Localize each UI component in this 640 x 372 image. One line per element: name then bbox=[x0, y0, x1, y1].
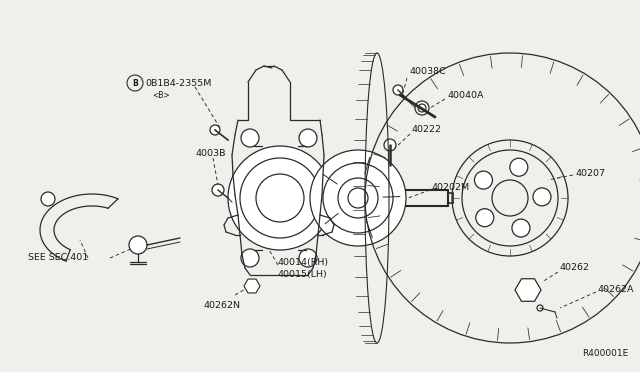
Text: R400001E: R400001E bbox=[582, 349, 628, 358]
Text: 40262N: 40262N bbox=[204, 301, 241, 310]
Circle shape bbox=[228, 146, 332, 250]
Circle shape bbox=[476, 209, 494, 227]
Text: 40014(RH): 40014(RH) bbox=[278, 257, 329, 266]
Text: 40202M: 40202M bbox=[432, 183, 470, 192]
Circle shape bbox=[41, 192, 55, 206]
Circle shape bbox=[129, 236, 147, 254]
Text: 4003B: 4003B bbox=[196, 148, 227, 157]
Polygon shape bbox=[515, 279, 541, 301]
Text: 40262: 40262 bbox=[560, 263, 590, 273]
Text: 0B1B4-2355M: 0B1B4-2355M bbox=[145, 78, 211, 87]
Circle shape bbox=[210, 125, 220, 135]
Circle shape bbox=[212, 184, 224, 196]
Text: SEE SEC.401: SEE SEC.401 bbox=[28, 253, 88, 263]
Polygon shape bbox=[244, 279, 260, 293]
Circle shape bbox=[310, 150, 406, 246]
Circle shape bbox=[299, 249, 317, 267]
Text: 40207: 40207 bbox=[575, 169, 605, 177]
Circle shape bbox=[415, 101, 429, 115]
Circle shape bbox=[299, 129, 317, 147]
Circle shape bbox=[240, 158, 320, 238]
Text: 40222: 40222 bbox=[412, 125, 442, 135]
Circle shape bbox=[384, 139, 396, 151]
Circle shape bbox=[537, 305, 543, 311]
Text: 40040A: 40040A bbox=[447, 92, 483, 100]
Text: 40038C: 40038C bbox=[410, 67, 447, 77]
Circle shape bbox=[241, 249, 259, 267]
Circle shape bbox=[512, 219, 530, 237]
Circle shape bbox=[241, 129, 259, 147]
Text: <B>: <B> bbox=[152, 90, 170, 99]
Text: 40015(LH): 40015(LH) bbox=[278, 269, 328, 279]
Circle shape bbox=[393, 85, 403, 95]
Circle shape bbox=[474, 171, 492, 189]
Circle shape bbox=[520, 282, 536, 298]
Text: B: B bbox=[132, 78, 138, 87]
Circle shape bbox=[510, 158, 528, 176]
Circle shape bbox=[533, 188, 551, 206]
Text: 40262A: 40262A bbox=[598, 285, 634, 295]
